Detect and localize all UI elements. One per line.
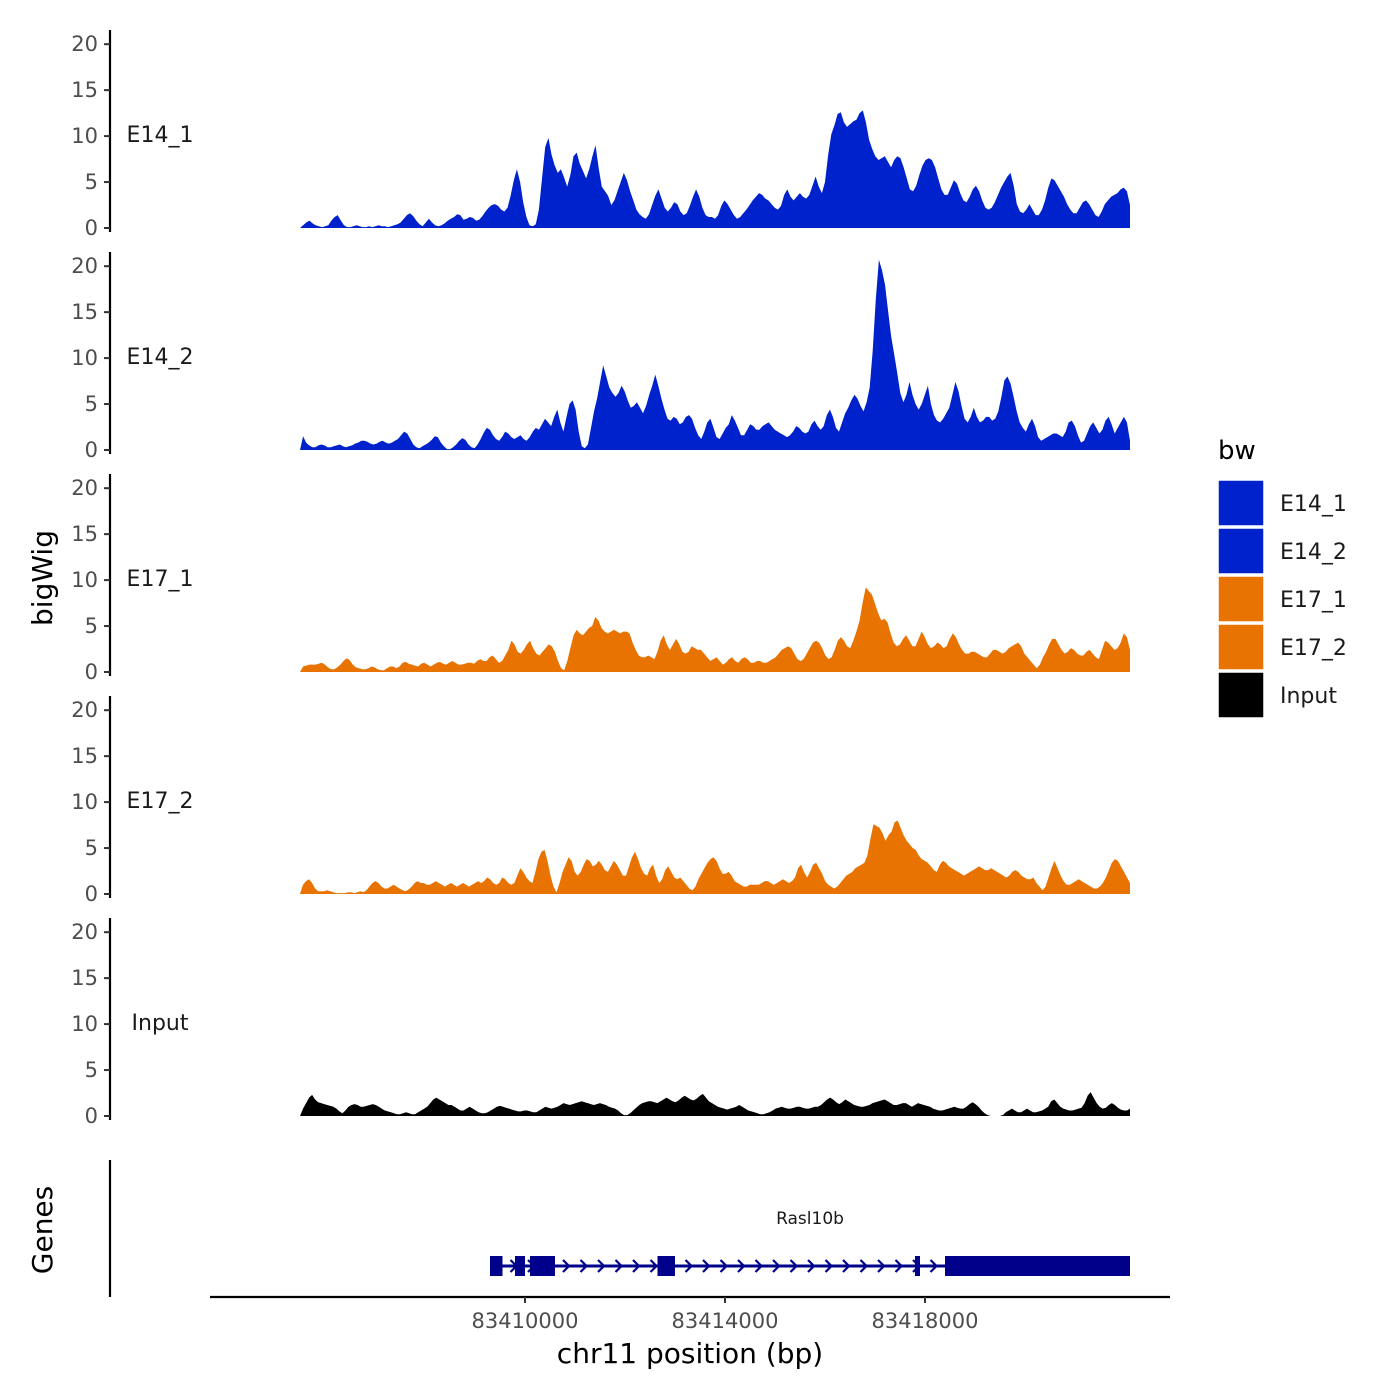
legend-key-E14_1: [1217, 479, 1265, 527]
track-panel-Input: 0 5 10 15 20 Input: [71, 918, 1130, 1128]
y-tick-label-Input-5: 5: [85, 1058, 98, 1082]
y-tick-label-Input-20: 20: [71, 920, 98, 944]
y-tick-label-Input-15: 15: [71, 966, 98, 990]
strand-arrow: [772, 1259, 781, 1273]
strand-arrow: [562, 1259, 571, 1273]
legend-key-E17_1: [1217, 575, 1265, 623]
strand-arrow: [632, 1259, 641, 1273]
track-panel-E14_1: 0 5 10 15 20 E14_1: [71, 30, 1130, 240]
y-tick-label-E17_2-20: 20: [71, 698, 98, 722]
track-panel-E17_1: 0 5 10 15 20 E17_1: [71, 474, 1130, 684]
legend-key-E14_2: [1217, 527, 1265, 575]
genes-track-title: Genes: [26, 1186, 59, 1274]
strand-arrow: [859, 1259, 869, 1273]
exon-2: [515, 1256, 525, 1276]
strand-arrow: [929, 1259, 939, 1273]
strand-arrow: [877, 1259, 886, 1273]
bigwig-panels: 05101520E14_105101520E14_205101520E17_10…: [71, 30, 1130, 1128]
legend-label-Input: Input: [1280, 684, 1337, 709]
coverage-area-E14_1: [300, 110, 1130, 228]
gene-track: Rasl10b: [108, 1160, 1130, 1297]
y-tick-label-Input-10: 10: [71, 1012, 98, 1036]
y-tick-label-E17_1-15: 15: [71, 522, 98, 546]
y-axis-title: bigWig: [26, 530, 59, 626]
y-tick-label-E14_1-15: 15: [71, 78, 98, 102]
exon-4: [657, 1256, 675, 1276]
track-label-E14_1: E14_1: [127, 123, 194, 148]
y-tick-label-E14_2-0: 0: [85, 438, 98, 462]
strand-arrow: [824, 1259, 834, 1273]
legend-label-E14_2: E14_2: [1280, 540, 1347, 565]
y-tick-label-E17_1-0: 0: [85, 660, 98, 684]
track-label-E17_1: E17_1: [127, 567, 194, 592]
strand-arrow: [754, 1259, 764, 1273]
coverage-area-E17_2: [300, 820, 1130, 894]
exon-3: [530, 1256, 555, 1276]
y-tick-label-E17_2-5: 5: [85, 836, 98, 860]
strand-arrow: [684, 1259, 694, 1273]
strand-arrow: [719, 1259, 729, 1273]
legend-title: bw: [1218, 436, 1256, 466]
x-axis-title: chr11 position (bp): [557, 1337, 823, 1370]
y-tick-label-E14_2-10: 10: [71, 346, 98, 370]
strand-arrow: [789, 1259, 799, 1273]
exon-5: [915, 1256, 920, 1276]
exon-1: [490, 1256, 503, 1276]
legend-label-E17_2: E17_2: [1280, 636, 1347, 661]
y-tick-label-E14_1-0: 0: [85, 216, 98, 240]
exon-6: [945, 1256, 1130, 1276]
x-ticks: 83410000 83414000 83418000: [472, 1297, 979, 1333]
strand-arrow: [649, 1259, 659, 1273]
strand-arrow: [737, 1259, 746, 1273]
gene-Rasl10b: Rasl10b: [490, 1209, 1130, 1276]
legend-items: E14_1 E14_2 E17_1 E17_2 Input: [1217, 479, 1347, 719]
gene-label-Rasl10b: Rasl10b: [776, 1209, 844, 1229]
y-tick-label-Input-0: 0: [85, 1104, 98, 1128]
y-tick-label-E14_1-20: 20: [71, 32, 98, 56]
y-tick-label-E14_2-15: 15: [71, 300, 98, 324]
y-tick-label-E17_2-0: 0: [85, 882, 98, 906]
y-tick-label-E14_2-20: 20: [71, 254, 98, 278]
strand-arrow: [597, 1259, 606, 1273]
gene-models: Rasl10b: [490, 1209, 1130, 1276]
strand-arrow: [614, 1259, 624, 1273]
strand-arrow: [702, 1259, 711, 1273]
legend-label-E14_1: E14_1: [1280, 492, 1347, 517]
coverage-area-E14_2: [300, 259, 1130, 450]
legend: bw E14_1 E14_2 E17_1 E17_2 Input: [1217, 436, 1347, 719]
y-tick-label-E17_2-15: 15: [71, 744, 98, 768]
track-panel-E14_2: 0 5 10 15 20 E14_2: [71, 252, 1130, 462]
track-panel-E17_2: 0 5 10 15 20 E17_2: [71, 696, 1130, 906]
x-tick-label-83418000: 83418000: [872, 1309, 979, 1333]
track-label-E14_2: E14_2: [127, 345, 194, 370]
y-tick-label-E17_1-20: 20: [71, 476, 98, 500]
strand-arrow: [894, 1259, 904, 1273]
legend-key-Input: [1217, 671, 1265, 719]
strand-arrow: [579, 1259, 589, 1273]
track-label-Input: Input: [132, 1011, 189, 1036]
x-tick-label-83414000: 83414000: [672, 1309, 779, 1333]
legend-key-E17_2: [1217, 623, 1265, 671]
x-axis: 83410000 83414000 83418000: [210, 1295, 1170, 1333]
y-tick-label-E14_2-5: 5: [85, 392, 98, 416]
coverage-area-Input: [300, 1092, 1130, 1116]
y-tick-label-E17_2-10: 10: [71, 790, 98, 814]
y-tick-label-E17_1-5: 5: [85, 614, 98, 638]
coverage-area-E17_1: [300, 587, 1130, 672]
y-tick-label-E17_1-10: 10: [71, 568, 98, 592]
y-tick-label-E14_1-10: 10: [71, 124, 98, 148]
strand-arrow: [842, 1259, 851, 1273]
y-tick-label-E14_1-5: 5: [85, 170, 98, 194]
strand-arrow: [807, 1259, 816, 1273]
x-tick-label-83410000: 83410000: [472, 1309, 579, 1333]
legend-label-E17_1: E17_1: [1280, 588, 1347, 613]
track-label-E17_2: E17_2: [127, 789, 194, 814]
